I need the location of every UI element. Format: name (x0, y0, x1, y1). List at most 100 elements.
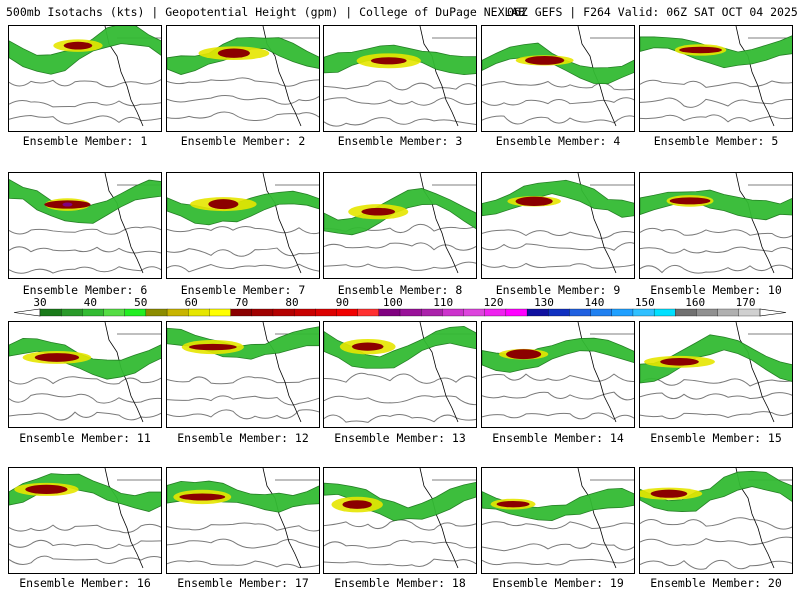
ensemble-member-label: Ensemble Member: 20 (650, 576, 782, 590)
jet-core (525, 55, 565, 65)
ensemble-panel (481, 467, 635, 574)
height-contour (167, 77, 319, 87)
height-contour (167, 226, 319, 235)
ensemble-panel (481, 25, 635, 132)
ensemble-member-label: Ensemble Member: 16 (19, 576, 151, 590)
height-contour (167, 560, 319, 569)
height-contour (324, 558, 476, 567)
jet-core (25, 484, 68, 495)
height-contour (9, 79, 161, 88)
jet-core (188, 343, 237, 351)
height-contour (482, 80, 634, 91)
ensemble-member-label: Ensemble Member: 14 (492, 431, 624, 445)
ensemble-member-label: Ensemble Member: 5 (653, 134, 779, 148)
colorbar-label: 120 (483, 296, 504, 309)
height-contour (482, 391, 634, 401)
height-contour (640, 246, 792, 254)
height-contour (9, 266, 161, 274)
colorbar-label: 130 (534, 296, 554, 309)
ensemble-panel (639, 467, 793, 574)
ensemble-panel (323, 25, 477, 132)
height-contour (324, 117, 476, 127)
ensemble-member-label: Ensemble Member: 1 (22, 134, 148, 148)
jet-core (496, 500, 530, 508)
colorbar-label: 80 (285, 296, 299, 309)
ensemble-member-label: Ensemble Member: 6 (22, 283, 148, 297)
ensemble-panel (639, 25, 793, 132)
colorbar-swatch (526, 308, 549, 317)
ensemble-member-label: Ensemble Member: 18 (334, 576, 466, 590)
colorbar-label: 40 (83, 296, 98, 309)
colorbar-label: 90 (335, 296, 350, 309)
height-contour (167, 376, 319, 385)
colorbar-swatch (738, 308, 761, 317)
height-contour (640, 559, 792, 570)
height-contour (640, 79, 792, 88)
height-contour (324, 372, 476, 384)
ensemble-panel (166, 321, 320, 428)
jet-core (217, 48, 250, 58)
colorbar-label: 160 (685, 296, 706, 309)
height-contour (324, 97, 476, 106)
height-contour (9, 555, 161, 565)
colorbar-swatch (442, 308, 464, 317)
jet-map (640, 26, 792, 127)
jet-map (640, 468, 792, 570)
colorbar-swatch (209, 308, 232, 317)
colorbar-swatch (315, 308, 337, 317)
colorbar-swatch (39, 308, 62, 317)
jet-map (482, 322, 634, 423)
height-contour (640, 517, 792, 530)
colorbar-swatch (293, 308, 316, 317)
ensemble-panel (166, 25, 320, 132)
ensemble-panel (323, 172, 477, 279)
ensemble-panel (481, 321, 635, 428)
height-contour (9, 523, 161, 534)
height-contour (640, 97, 792, 108)
colorbar-swatch (124, 308, 147, 317)
coastline (577, 322, 617, 423)
ensemble-member-label: Ensemble Member: 13 (334, 431, 466, 445)
colorbar: 30 40 50 60 70 80 90 100 110 120 130 140 150 160 170 (0, 296, 800, 320)
colorbar-swatch (569, 308, 592, 317)
coastline (735, 173, 775, 274)
height-contour (324, 261, 476, 271)
jet-map (640, 173, 792, 274)
height-contour (324, 539, 476, 549)
jet-core (342, 500, 372, 509)
height-contour (482, 115, 634, 125)
ensemble-member-label: Ensemble Member: 10 (650, 283, 782, 297)
height-contour (640, 114, 792, 123)
colorbar-label: 60 (184, 296, 198, 309)
colorbar-swatch (357, 308, 380, 317)
colorbar-label: 70 (234, 296, 249, 309)
jet-map (9, 173, 161, 274)
height-contour (482, 542, 634, 552)
height-contour (640, 377, 792, 387)
ensemble-member-label: Ensemble Member: 8 (337, 283, 463, 297)
colorbar-swatch (463, 308, 486, 317)
ensemble-member-label: Ensemble Member: 3 (337, 134, 463, 148)
ensemble-panel (166, 172, 320, 279)
coastline (262, 173, 302, 274)
colorbar-swatch (399, 308, 422, 317)
jet-core (370, 57, 407, 65)
height-contour (640, 411, 792, 420)
jet-core (660, 358, 699, 366)
height-contour (167, 263, 319, 273)
height-contour (167, 538, 319, 549)
jet-map (482, 173, 634, 274)
jet-map (482, 468, 634, 569)
colorbar-swatch (251, 308, 274, 317)
coastline (104, 468, 144, 569)
colorbar-label: 100 (382, 296, 403, 309)
coastline (735, 322, 775, 423)
height-contour (482, 97, 634, 106)
jet-band (482, 487, 634, 521)
colorbar-arrow-right (759, 308, 787, 317)
ensemble-panel (639, 172, 793, 279)
jet-map (9, 322, 161, 423)
colorbar-swatch (272, 308, 295, 317)
colorbar-swatch (145, 308, 168, 317)
height-contour (167, 247, 319, 257)
